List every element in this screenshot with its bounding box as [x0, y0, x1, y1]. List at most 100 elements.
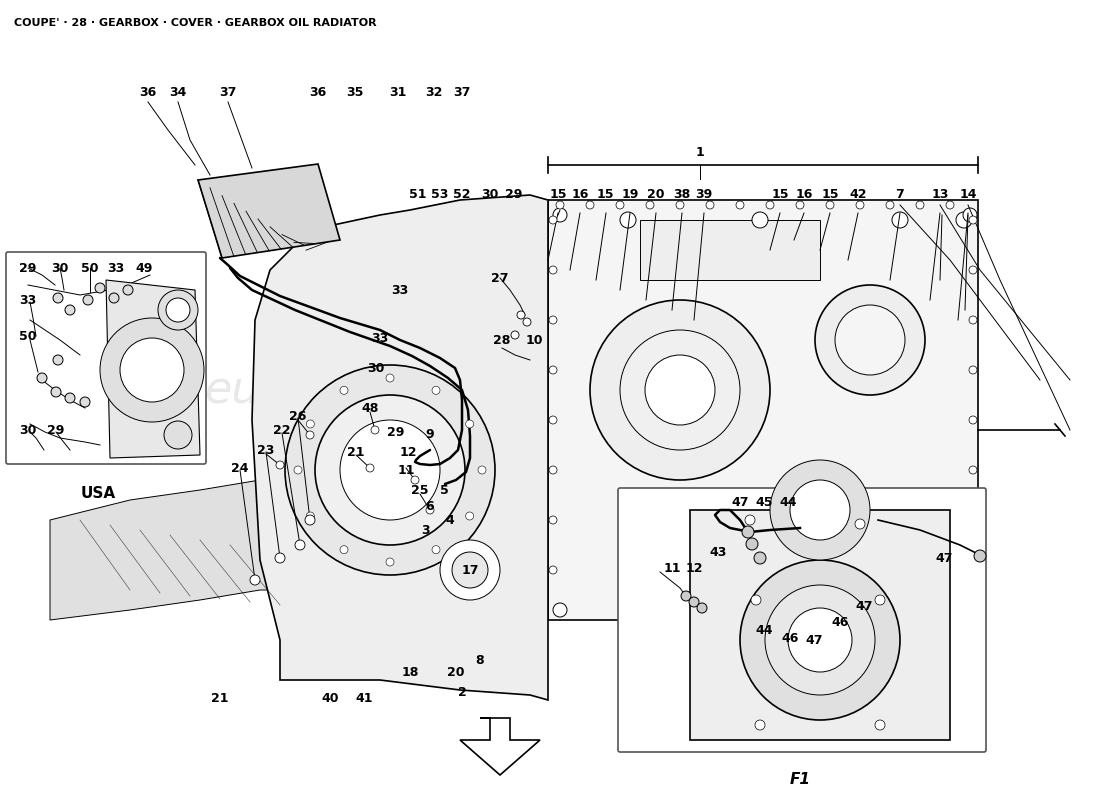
Text: 50: 50 [20, 330, 36, 342]
Circle shape [645, 355, 715, 425]
Circle shape [616, 201, 624, 209]
Circle shape [549, 266, 557, 274]
Text: 51: 51 [409, 189, 427, 202]
Text: 11: 11 [397, 463, 415, 477]
Text: 14: 14 [959, 189, 977, 202]
Text: 15: 15 [549, 189, 566, 202]
Circle shape [440, 540, 500, 600]
Text: 50: 50 [81, 262, 99, 274]
Text: 32: 32 [426, 86, 442, 98]
Text: 12: 12 [399, 446, 417, 458]
Circle shape [962, 603, 977, 617]
Text: 22: 22 [273, 423, 290, 437]
Circle shape [53, 293, 63, 303]
Text: 33: 33 [392, 283, 408, 297]
Circle shape [340, 386, 348, 394]
Text: 46: 46 [832, 615, 849, 629]
Text: COUPE' · 28 · GEARBOX · COVER · GEARBOX OIL RADIATOR: COUPE' · 28 · GEARBOX · COVER · GEARBOX … [14, 18, 376, 28]
Circle shape [586, 201, 594, 209]
Text: 42: 42 [849, 189, 867, 202]
Polygon shape [460, 718, 540, 775]
Circle shape [956, 212, 972, 228]
Circle shape [306, 420, 315, 428]
Circle shape [164, 421, 192, 449]
Circle shape [969, 316, 977, 324]
Circle shape [432, 546, 440, 554]
Circle shape [969, 366, 977, 374]
Text: 30: 30 [52, 262, 68, 274]
Circle shape [522, 318, 531, 326]
Circle shape [556, 201, 564, 209]
Text: 53: 53 [431, 189, 449, 202]
Circle shape [371, 426, 380, 434]
Text: 3: 3 [421, 523, 430, 537]
Circle shape [752, 212, 768, 228]
Circle shape [969, 216, 977, 224]
Text: 19: 19 [621, 189, 639, 202]
Circle shape [386, 374, 394, 382]
Circle shape [123, 285, 133, 295]
Text: 40: 40 [321, 691, 339, 705]
Circle shape [815, 285, 925, 395]
Circle shape [166, 298, 190, 322]
FancyBboxPatch shape [618, 488, 986, 752]
Text: 37: 37 [453, 86, 471, 98]
Circle shape [315, 395, 465, 545]
Circle shape [856, 201, 864, 209]
Text: 17: 17 [461, 563, 478, 577]
Circle shape [95, 283, 104, 293]
Text: 21: 21 [211, 691, 229, 705]
Circle shape [788, 608, 853, 672]
Text: 52: 52 [453, 189, 471, 202]
Text: 34: 34 [169, 86, 187, 98]
Circle shape [764, 585, 875, 695]
Text: 33: 33 [372, 331, 388, 345]
Circle shape [158, 290, 198, 330]
Text: 9: 9 [426, 427, 434, 441]
Circle shape [946, 201, 954, 209]
Circle shape [100, 318, 204, 422]
Text: 46: 46 [781, 631, 799, 645]
Text: 37: 37 [219, 86, 236, 98]
Text: 44: 44 [779, 495, 796, 509]
Text: 16: 16 [571, 189, 588, 202]
Circle shape [974, 550, 986, 562]
Circle shape [51, 387, 60, 397]
Text: 45: 45 [756, 495, 772, 509]
Circle shape [306, 512, 315, 520]
Circle shape [37, 373, 47, 383]
Text: 25: 25 [411, 483, 429, 497]
Circle shape [65, 305, 75, 315]
Text: 13: 13 [932, 189, 948, 202]
Text: 44: 44 [756, 623, 772, 637]
Text: 29: 29 [505, 189, 522, 202]
Circle shape [553, 208, 566, 222]
Circle shape [835, 305, 905, 375]
Text: europeansparts: europeansparts [205, 369, 554, 411]
Text: 12: 12 [685, 562, 703, 574]
Circle shape [465, 512, 474, 520]
Circle shape [855, 519, 865, 529]
Circle shape [755, 720, 764, 730]
Circle shape [549, 366, 557, 374]
Circle shape [826, 201, 834, 209]
Circle shape [80, 397, 90, 407]
Text: 28: 28 [493, 334, 510, 346]
Circle shape [411, 476, 419, 484]
Text: 15: 15 [822, 189, 838, 202]
Text: 49: 49 [135, 262, 153, 274]
Text: 30: 30 [367, 362, 385, 374]
Text: europeansparts: europeansparts [670, 546, 910, 574]
Circle shape [969, 566, 977, 574]
Circle shape [620, 330, 740, 450]
Circle shape [740, 560, 900, 720]
Text: 41: 41 [355, 691, 373, 705]
Circle shape [697, 603, 707, 613]
Circle shape [452, 552, 488, 588]
Circle shape [969, 416, 977, 424]
Text: 5: 5 [440, 483, 449, 497]
Circle shape [549, 566, 557, 574]
Circle shape [306, 431, 313, 439]
Circle shape [590, 300, 770, 480]
Polygon shape [198, 164, 340, 258]
